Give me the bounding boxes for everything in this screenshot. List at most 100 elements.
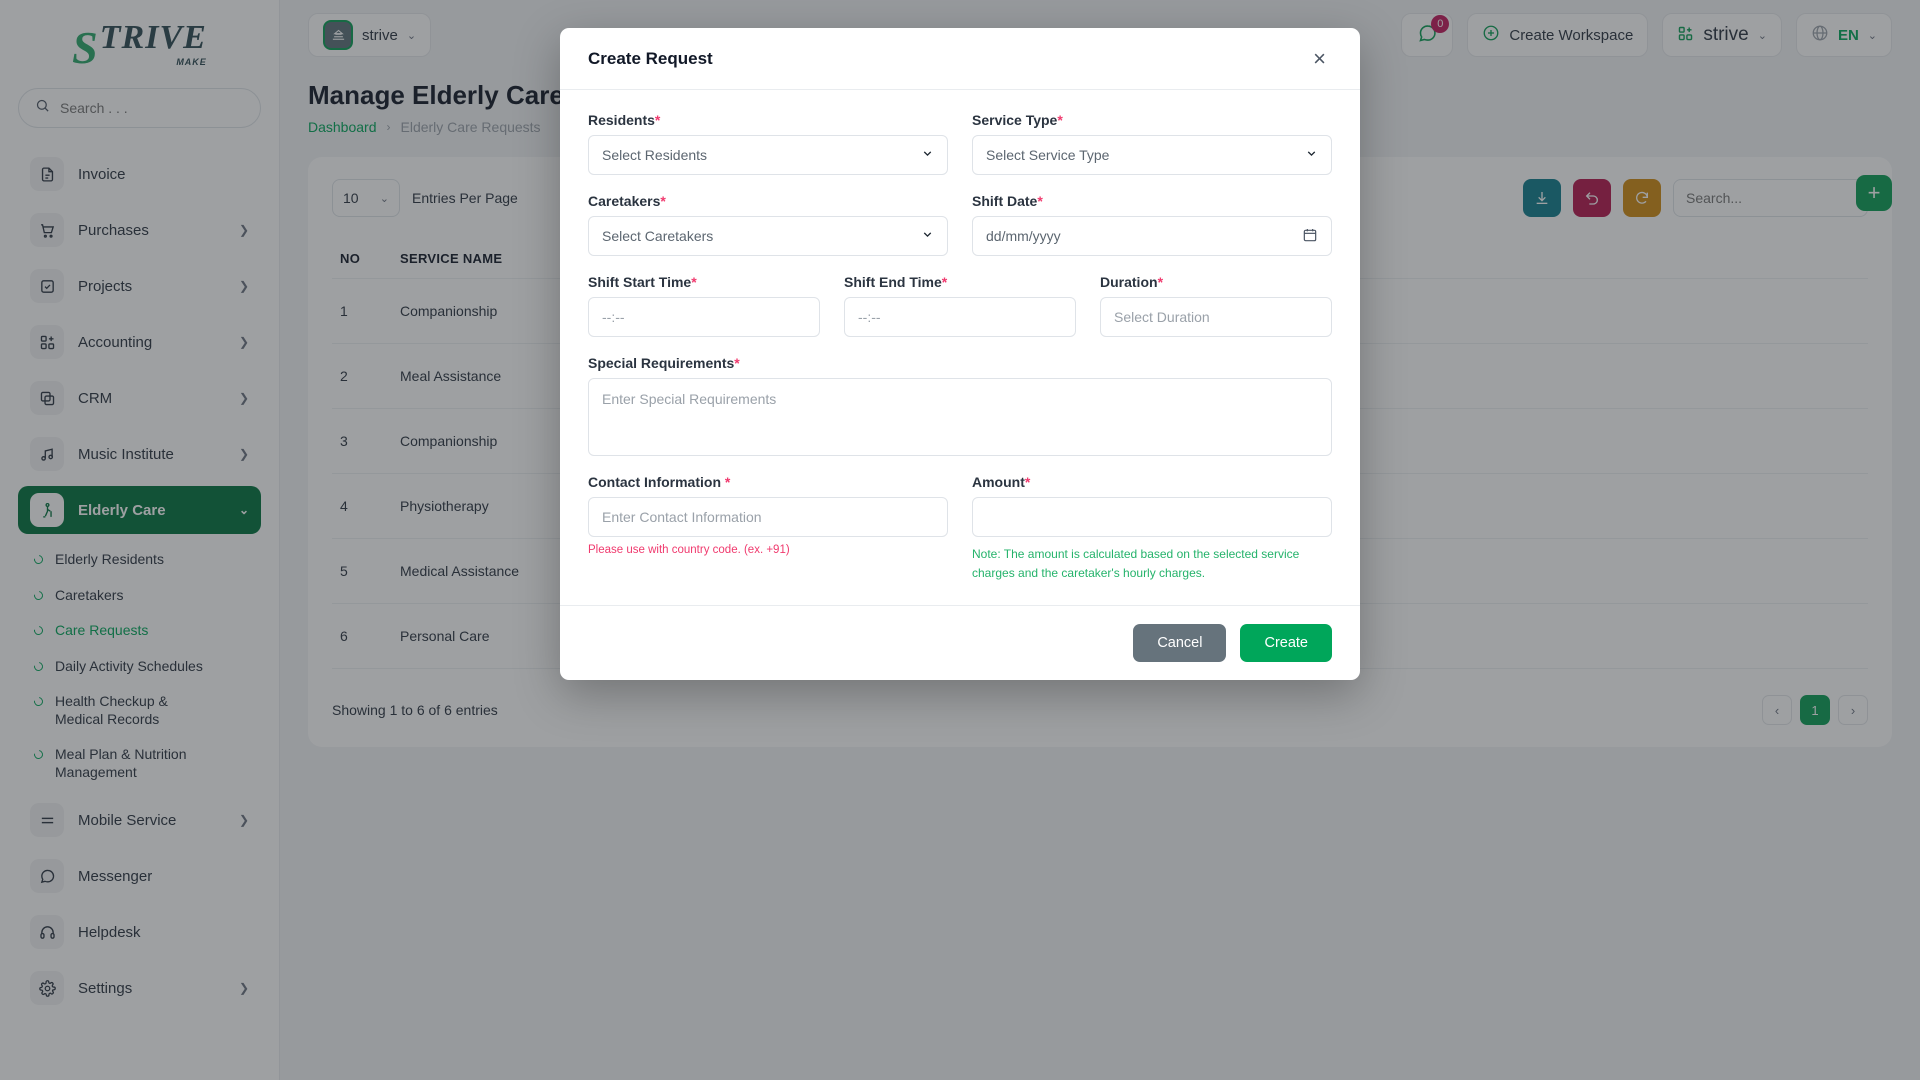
- sidebar-item-daily-activity-schedules[interactable]: Daily Activity Schedules: [24, 649, 261, 685]
- checkbox-icon: [30, 269, 64, 303]
- field-service-type: Service Type* Select Service Type: [972, 112, 1332, 175]
- sidebar-item-elderly-residents[interactable]: Elderly Residents: [24, 542, 261, 578]
- shift-end-label: Shift End Time*: [844, 274, 1076, 290]
- cart-icon: [30, 213, 64, 247]
- service-type-label: Service Type*: [972, 112, 1332, 128]
- chevron-right-icon: ❯: [238, 279, 249, 293]
- messages-button[interactable]: 0: [1401, 13, 1454, 57]
- sidebar-item-label: Projects: [78, 277, 133, 295]
- table-search-input[interactable]: [1673, 179, 1868, 217]
- modal-header: Create Request ×: [560, 28, 1360, 90]
- entries-per-page-select[interactable]: 10 ⌄: [332, 179, 400, 217]
- chevron-right-icon: ❯: [238, 981, 249, 995]
- sidebar-item-projects[interactable]: Projects ❯: [18, 262, 261, 310]
- building-icon: [323, 20, 353, 50]
- shift-date-input[interactable]: dd/mm/yyyy: [972, 216, 1332, 256]
- search-input[interactable]: [60, 100, 244, 116]
- breadcrumb-separator: ›: [386, 120, 391, 134]
- sidebar-item-mobile-service[interactable]: Mobile Service ❯: [18, 796, 261, 844]
- shift-start-input[interactable]: --:--: [588, 297, 820, 337]
- contact-hint: Please use with country code. (ex. +91): [588, 544, 790, 556]
- required-asterisk: *: [660, 193, 666, 209]
- sidebar-item-crm[interactable]: CRM ❯: [18, 374, 261, 422]
- workspace-switcher[interactable]: strive ⌄: [308, 13, 432, 57]
- caretakers-placeholder: Select Caretakers: [602, 228, 714, 244]
- label-text: Shift Start Time: [588, 274, 692, 290]
- breadcrumb-dashboard[interactable]: Dashboard: [308, 119, 377, 135]
- shift-end-input[interactable]: --:--: [844, 297, 1076, 337]
- shift-date-label: Shift Date*: [972, 193, 1332, 209]
- duration-select[interactable]: Select Duration: [1100, 297, 1332, 337]
- shift-start-label: Shift Start Time*: [588, 274, 820, 290]
- residents-select[interactable]: Select Residents: [588, 135, 948, 175]
- caretakers-select[interactable]: Select Caretakers: [588, 216, 948, 256]
- unread-badge: 0: [1431, 15, 1450, 33]
- pagination: ‹ 1 ›: [1762, 695, 1868, 725]
- service-type-select[interactable]: Select Service Type: [972, 135, 1332, 175]
- sidebar-subitem-label: Elderly Residents: [55, 551, 164, 567]
- sidebar-item-label: Invoice: [78, 165, 126, 183]
- company-switcher[interactable]: strive ⌄: [1662, 13, 1782, 57]
- special-requirements-textarea[interactable]: [588, 378, 1332, 456]
- field-duration: Duration* Select Duration: [1100, 274, 1332, 337]
- pagination-next[interactable]: ›: [1838, 695, 1868, 725]
- cell-no: 6: [332, 603, 392, 669]
- cell-no: 3: [332, 408, 392, 474]
- contact-input[interactable]: [588, 497, 948, 537]
- required-asterisk: *: [1057, 112, 1063, 128]
- modal-body: Residents* Select Residents Service Type…: [560, 90, 1360, 605]
- sidebar-item-label: Purchases: [78, 221, 149, 239]
- sidebar-item-health-checkup[interactable]: Health Checkup & Medical Records: [24, 684, 261, 737]
- sidebar-item-music-institute[interactable]: Music Institute ❯: [18, 430, 261, 478]
- chevron-right-icon: ❯: [238, 223, 249, 237]
- sidebar-item-meal-plan[interactable]: Meal Plan & Nutrition Management: [24, 737, 261, 790]
- form-row-1: Residents* Select Residents Service Type…: [588, 112, 1332, 175]
- duration-placeholder: Select Duration: [1114, 309, 1210, 325]
- sidebar-item-purchases[interactable]: Purchases ❯: [18, 206, 261, 254]
- sidebar: S TRIVE MAKE Invoice: [0, 0, 280, 1080]
- app-logo[interactable]: S TRIVE MAKE: [18, 0, 261, 88]
- column-header-no: NO: [332, 239, 392, 279]
- download-button[interactable]: [1523, 179, 1561, 217]
- sidebar-item-label: Mobile Service: [78, 811, 177, 829]
- chevron-down-icon: [921, 228, 934, 244]
- label-text: Shift End Time: [844, 274, 942, 290]
- create-button[interactable]: Create: [1240, 624, 1332, 663]
- required-asterisk: *: [654, 112, 661, 128]
- sidebar-item-settings[interactable]: Settings ❯: [18, 964, 261, 1012]
- sidebar-item-care-requests[interactable]: Care Requests: [24, 613, 261, 649]
- required-asterisk: *: [1024, 474, 1031, 490]
- add-request-button[interactable]: +: [1856, 175, 1892, 211]
- duration-label: Duration*: [1100, 274, 1332, 290]
- field-caretakers: Caretakers* Select Caretakers: [588, 193, 948, 256]
- required-asterisk: *: [724, 474, 731, 490]
- grid-plus-icon: [1677, 25, 1694, 46]
- contact-label: Contact Information *: [588, 474, 948, 490]
- sidebar-item-caretakers[interactable]: Caretakers: [24, 578, 261, 614]
- pagination-prev[interactable]: ‹: [1762, 695, 1792, 725]
- showing-entries-text: Showing 1 to 6 of 6 entries: [332, 702, 498, 718]
- sidebar-item-label: Elderly Care: [78, 501, 166, 519]
- pagination-page-1[interactable]: 1: [1800, 695, 1830, 725]
- sidebar-search[interactable]: [18, 88, 261, 128]
- sidebar-item-elderly-care[interactable]: Elderly Care ⌄: [18, 486, 261, 534]
- required-asterisk: *: [941, 274, 948, 290]
- sidebar-subitem-label: Daily Activity Schedules: [55, 657, 203, 674]
- music-note-icon: [30, 437, 64, 471]
- amount-input[interactable]: [972, 497, 1332, 537]
- chevron-right-icon: ❯: [238, 813, 249, 827]
- sidebar-item-helpdesk[interactable]: Helpdesk: [18, 908, 261, 956]
- close-icon[interactable]: ×: [1313, 45, 1326, 71]
- calendar-icon[interactable]: [1302, 227, 1318, 246]
- field-contact-information: Contact Information * Please use with co…: [588, 474, 948, 583]
- undo-button[interactable]: [1573, 179, 1611, 217]
- sidebar-item-messenger[interactable]: Messenger: [18, 852, 261, 900]
- refresh-button[interactable]: [1623, 179, 1661, 217]
- sidebar-item-invoice[interactable]: Invoice: [18, 150, 261, 198]
- chevron-down-icon: ⌄: [238, 503, 249, 517]
- sidebar-item-accounting[interactable]: Accounting ❯: [18, 318, 261, 366]
- language-switcher[interactable]: EN ⌄: [1795, 13, 1892, 57]
- cancel-button[interactable]: Cancel: [1133, 624, 1227, 663]
- create-workspace-button[interactable]: Create Workspace: [1467, 13, 1649, 57]
- elderly-cane-icon: [30, 493, 64, 527]
